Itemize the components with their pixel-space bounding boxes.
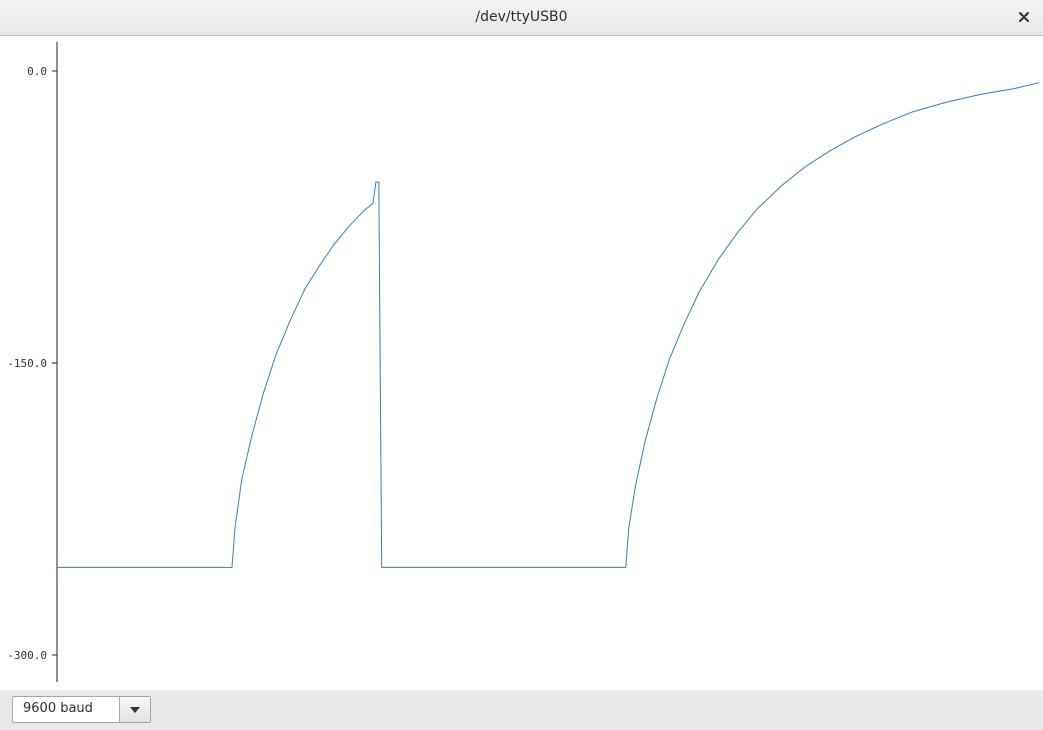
title-bar: /dev/ttyUSB0 bbox=[0, 0, 1043, 36]
window-title: /dev/ttyUSB0 bbox=[475, 9, 568, 25]
chevron-down-icon bbox=[130, 706, 140, 713]
plot-area: 0.0 -150.0 -300.0 bbox=[0, 37, 1043, 690]
baud-rate-select[interactable]: 9600 baud bbox=[12, 696, 151, 723]
serial-plot-chart: 0.0 -150.0 -300.0 bbox=[7, 42, 1040, 682]
close-icon bbox=[1019, 12, 1029, 22]
y-tick-label: 0.0 bbox=[27, 65, 47, 78]
close-button[interactable] bbox=[1015, 8, 1033, 26]
y-tick-label: -150.0 bbox=[7, 357, 47, 370]
bottom-toolbar: 9600 baud bbox=[0, 690, 1043, 730]
dropdown-button[interactable] bbox=[119, 697, 150, 722]
baud-rate-value: 9600 baud bbox=[23, 701, 93, 716]
y-tick-label: -300.0 bbox=[7, 649, 47, 662]
series-line bbox=[57, 82, 1040, 568]
